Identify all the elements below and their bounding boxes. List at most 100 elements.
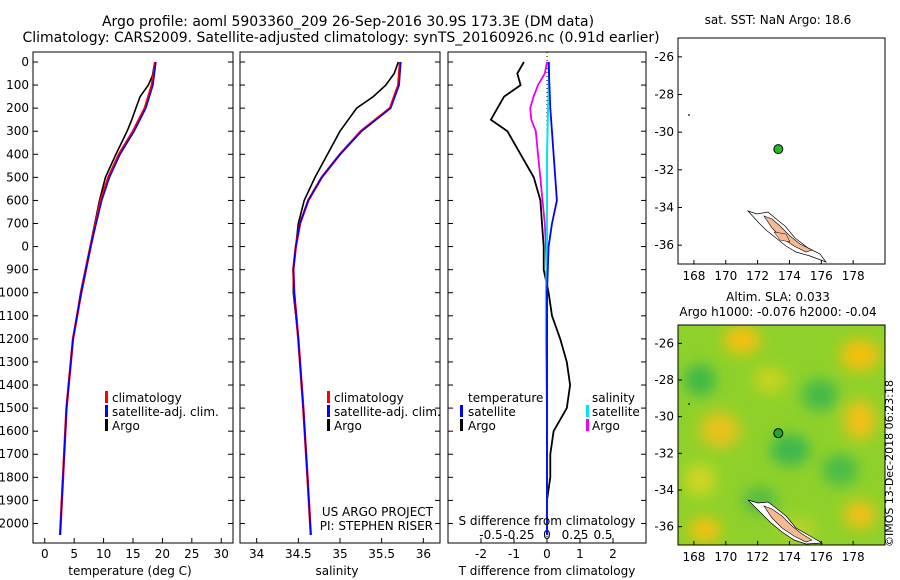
map-y-tick-label: -30: [654, 125, 674, 139]
difference-panel: -2 -1 0 1 2 -0.5 -0.25 0 0.25 0.5 T difference f…: [447, 51, 647, 578]
legend-label-satellite: satellite-adj. clim.: [334, 405, 441, 419]
x-tick-label: 34: [249, 547, 264, 561]
y-tick-label: 900: [6, 263, 29, 277]
map-x-tick-label: 176: [810, 550, 833, 564]
salinity-xlabel: salinity: [315, 564, 358, 578]
temperature-xlabel: temperature (deg C): [68, 564, 191, 578]
legend-swatch-s-satellite: [586, 405, 589, 417]
map-y-tick-label: -36: [654, 238, 674, 252]
x-tick-label: 35.5: [368, 547, 395, 561]
x-tick-label: -2: [475, 547, 487, 561]
legend-swatch-climatology: [327, 391, 330, 403]
argo-position-marker: [773, 144, 784, 155]
y-tick-label: 1400: [0, 378, 29, 392]
map-x-tick-label: 172: [746, 269, 769, 283]
series-argo: [59, 61, 156, 536]
sst-map-title: sat. SST: NaN Argo: 18.6: [705, 13, 852, 27]
credit-project: US ARGO PROJECT: [322, 505, 434, 519]
y-tick-label: 400: [6, 147, 29, 161]
map-y-tick-label: -26: [654, 50, 674, 64]
map-x-tick-label: 178: [842, 269, 865, 283]
map-x-tick-label: 174: [778, 269, 801, 283]
salinity-series: [292, 61, 402, 536]
legend-label-satellite: satellite-adj. clim.: [112, 405, 219, 419]
x-tick-label: 30: [214, 547, 229, 561]
salinity-legend: climatology satellite-adj. clim. Argo: [327, 391, 441, 433]
x-tick-label: 15: [125, 547, 140, 561]
legend-label-t-satellite: satellite: [468, 405, 516, 419]
legend-label-s-satellite: satellite: [592, 405, 640, 419]
legend-swatch-climatology: [105, 391, 108, 403]
sla-map-title-1: Altim. SLA: 0.033: [726, 290, 830, 304]
map-y-tick-label: -32: [654, 446, 674, 460]
map-x-tick-label: 172: [746, 550, 769, 564]
y-tick-label: 1800: [0, 470, 29, 484]
map-y-tick-label: -34: [654, 201, 674, 215]
y-tick-label: 2000: [0, 516, 29, 530]
legend-label-t-argo: Argo: [468, 419, 496, 433]
map-y-tick-label: -28: [654, 88, 674, 102]
x-tick-label: 0: [543, 547, 551, 561]
series-s-argo: [529, 61, 548, 535]
temperature-panel: 0100200300400500600700090010001100120013…: [0, 51, 234, 578]
x-tick-label: 35: [332, 547, 347, 561]
legend-swatch-argo: [327, 419, 330, 431]
legend-t-title: temperature: [468, 391, 543, 405]
legend-swatch-t-argo: [460, 419, 463, 431]
title-line-1: Argo profile: aoml 5903360_209 26-Sep-20…: [102, 14, 594, 30]
series-satellite: [59, 61, 157, 536]
title-line-2: Climatology: CARS2009. Satellite-adjuste…: [22, 30, 659, 46]
series-t-satellite: [546, 61, 558, 535]
s-tick-label: -0.5: [479, 528, 502, 542]
y-tick-label: 1600: [0, 424, 29, 438]
s-difference-tick-labels: -0.5 -0.25 0 0.25 0.5: [479, 528, 612, 542]
series-t-argo: [489, 61, 572, 524]
x-tick-label: 10: [96, 547, 111, 561]
y-tick-label: 1200: [0, 332, 29, 346]
salinity-panel: 34 34.5 35 35.5 36 salinity climatology sate…: [239, 51, 441, 578]
legend-label-climatology: climatology: [112, 391, 182, 405]
sst-map-tick-labels: 168 170 172 174 176 178 -26 -28 -30 -32 -34 -36: [654, 50, 864, 283]
argo-position-marker: [773, 428, 784, 439]
new-zealand-outline: [746, 210, 827, 263]
island-dot: [688, 114, 690, 116]
legend-swatch-satellite: [327, 405, 330, 417]
legend-swatch-t-satellite: [460, 405, 463, 417]
map-x-tick-label: 170: [714, 269, 737, 283]
series-satellite: [292, 61, 402, 536]
y-tick-label: 0: [21, 55, 29, 69]
series-climatology: [292, 61, 402, 536]
x-tick-label: 5: [70, 547, 78, 561]
y-tick-label: 1700: [0, 447, 29, 461]
map-y-tick-label: -26: [654, 336, 674, 350]
map-y-tick-label: -32: [654, 163, 674, 177]
y-tick-label: 1300: [0, 355, 29, 369]
x-tick-label: 20: [155, 547, 170, 561]
difference-legend: temperature satellite Argo salinity sate…: [460, 391, 640, 433]
legend-swatch-s-argo: [586, 419, 589, 431]
map-x-tick-label: 170: [714, 550, 737, 564]
x-tick-label: 2: [609, 547, 617, 561]
x-tick-label: 36: [416, 547, 431, 561]
island-dot: [688, 403, 690, 405]
map-y-tick-label: -36: [654, 520, 674, 534]
map-x-tick-label: 174: [778, 550, 801, 564]
map-x-tick-label: 168: [682, 550, 705, 564]
y-tick-label: 1500: [0, 401, 29, 415]
map-x-tick-label: 176: [810, 269, 833, 283]
legend-swatch-satellite: [105, 405, 108, 417]
y-tick-label: 700: [6, 217, 29, 231]
legend-label-s-argo: Argo: [592, 419, 620, 433]
temperature-tick-labels: 0 5 10 15 20 25 30: [33, 61, 233, 561]
map-y-tick-label: -34: [654, 483, 674, 497]
y-tick-label: 200: [6, 101, 29, 115]
t-difference-tick-labels: -2 -1 0 1 2: [448, 61, 646, 561]
salinity-axes-frame: [239, 51, 441, 544]
y-tick-label: 1100: [0, 309, 29, 323]
temperature-legend: climatology satellite-adj. clim. Argo: [105, 391, 219, 433]
series-argo: [292, 61, 400, 536]
sla-map-title-2: Argo h1000: -0.076 h2000: -0.04: [679, 305, 876, 319]
x-tick-label: 0: [41, 547, 49, 561]
sla-map-tick-labels: 168 170 172 174 176 178 -26 -28 -30 -32 -34 -36: [654, 336, 864, 564]
